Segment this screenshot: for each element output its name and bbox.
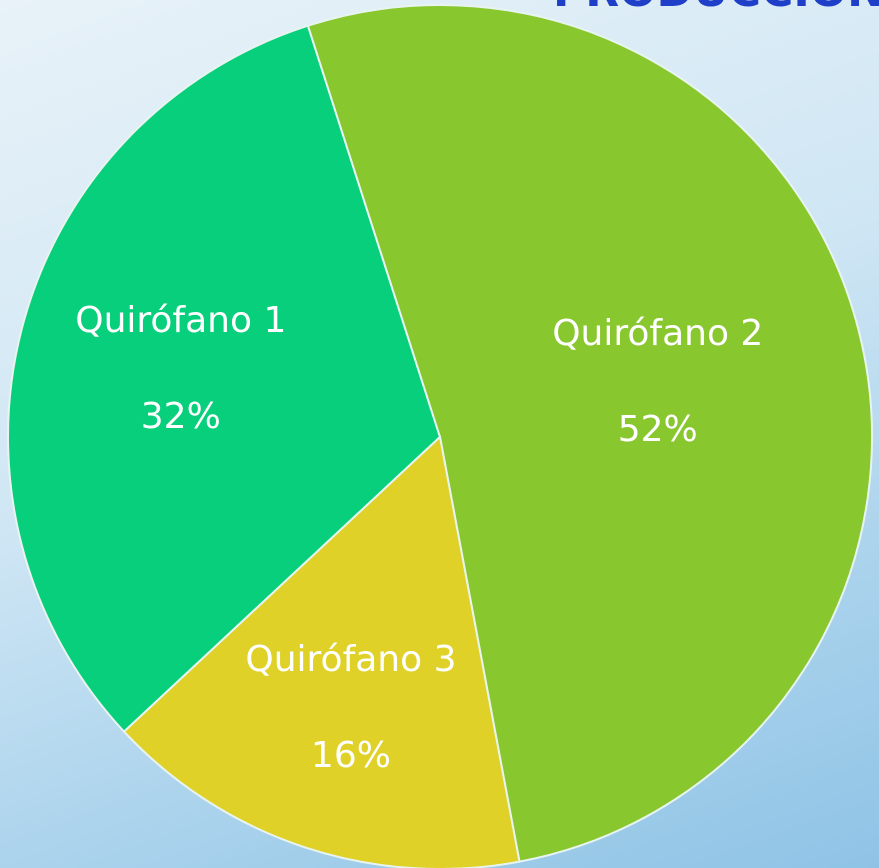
slice-value-label: 16%: [310, 734, 391, 776]
slice-label: Quirófano 3: [245, 638, 457, 680]
slice-value-label: 32%: [140, 396, 221, 438]
pie-slice: [7, 24, 442, 734]
pie-slice: [306, 4, 873, 863]
chart-title: PRODUCCIÓN: [553, 0, 879, 17]
slice-label: Quirófano 1: [75, 300, 287, 342]
slice-value-label: 52%: [617, 408, 698, 450]
slice-label: Quirófano 2: [552, 312, 764, 354]
